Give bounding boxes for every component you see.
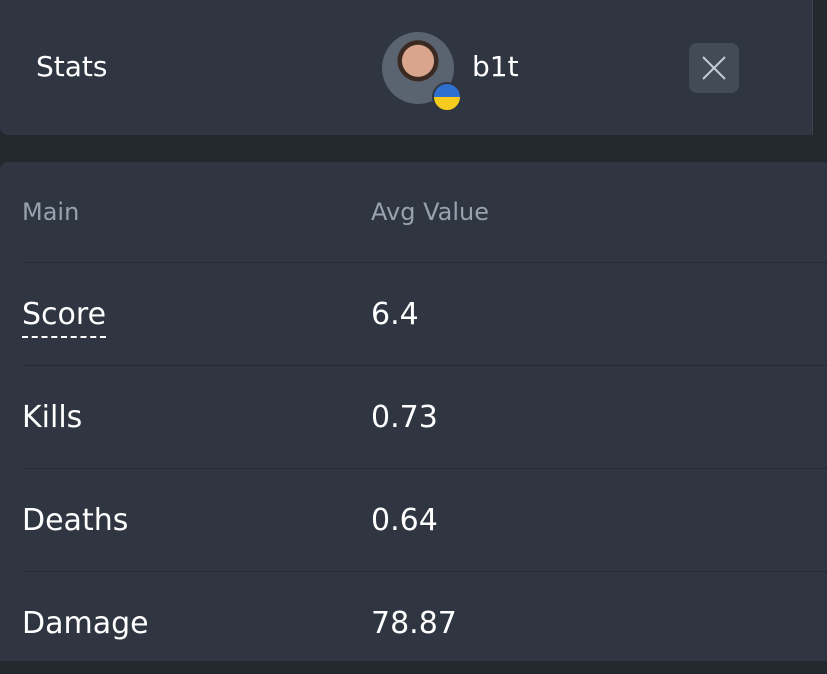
table-row: Score 6.4 (22, 262, 827, 365)
flag-icon (432, 82, 462, 112)
stat-value: 78.87 (371, 606, 457, 641)
column-header: Avg Value (371, 198, 489, 226)
close-button[interactable] (689, 43, 739, 93)
stat-value: 6.4 (371, 297, 419, 332)
header-title: Stats (36, 50, 108, 83)
stat-name: Kills (22, 400, 83, 435)
header: Stats b1t (0, 0, 813, 135)
stats-table: Main Avg Value Score 6.4 Kills 0.73 Deaths 0.… (0, 162, 827, 661)
table-row: Kills 0.73 (22, 365, 827, 468)
stat-value: 0.64 (371, 503, 438, 538)
table-row: Deaths 0.64 (22, 468, 827, 571)
stat-value: 0.73 (371, 400, 438, 435)
stat-name: Deaths (22, 503, 129, 538)
stat-name: Damage (22, 606, 149, 641)
stat-name[interactable]: Score (22, 297, 107, 338)
close-icon (702, 56, 726, 80)
column-header: Main (22, 198, 80, 226)
table-row: Damage 78.87 (22, 571, 827, 674)
player-name: b1t (472, 50, 519, 83)
